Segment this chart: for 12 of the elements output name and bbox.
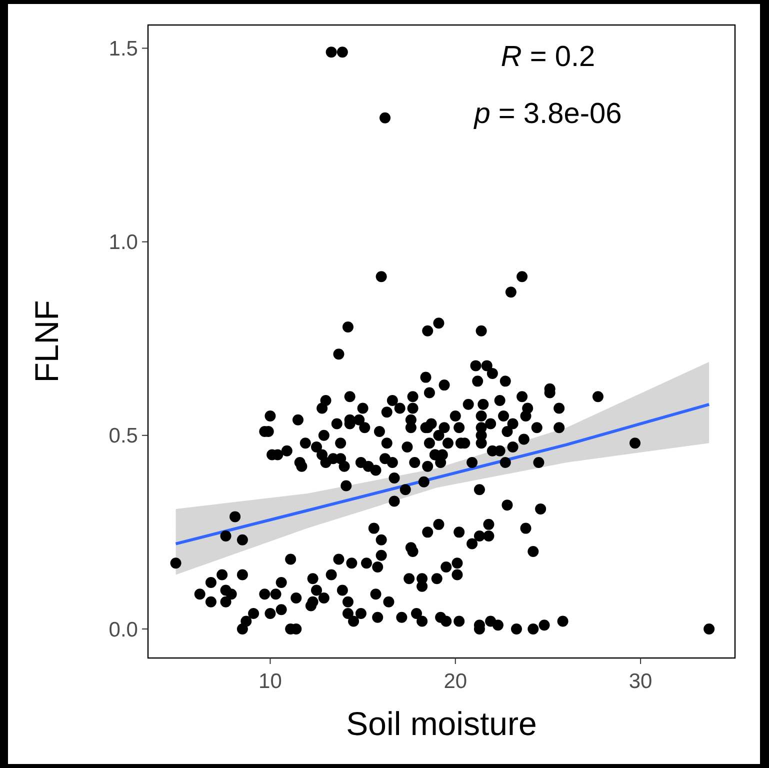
y-tick-label: 0.0: [108, 618, 138, 642]
y-tick-label: 1.5: [108, 38, 138, 61]
x-tick-label: 10: [258, 670, 282, 693]
x-tick-label: 20: [444, 670, 468, 693]
y-tick-label: 1.0: [108, 231, 138, 254]
x-tick-label: 30: [628, 670, 652, 693]
y-tick-label: 0.5: [108, 424, 138, 448]
annotation: p = 3.8e-06: [473, 98, 622, 130]
line-series: [174, 402, 711, 546]
x-axis-title: Soil moisture: [346, 705, 537, 742]
y-axis-title: FLNF: [28, 300, 65, 383]
annotation: R = 0.2: [500, 41, 596, 73]
